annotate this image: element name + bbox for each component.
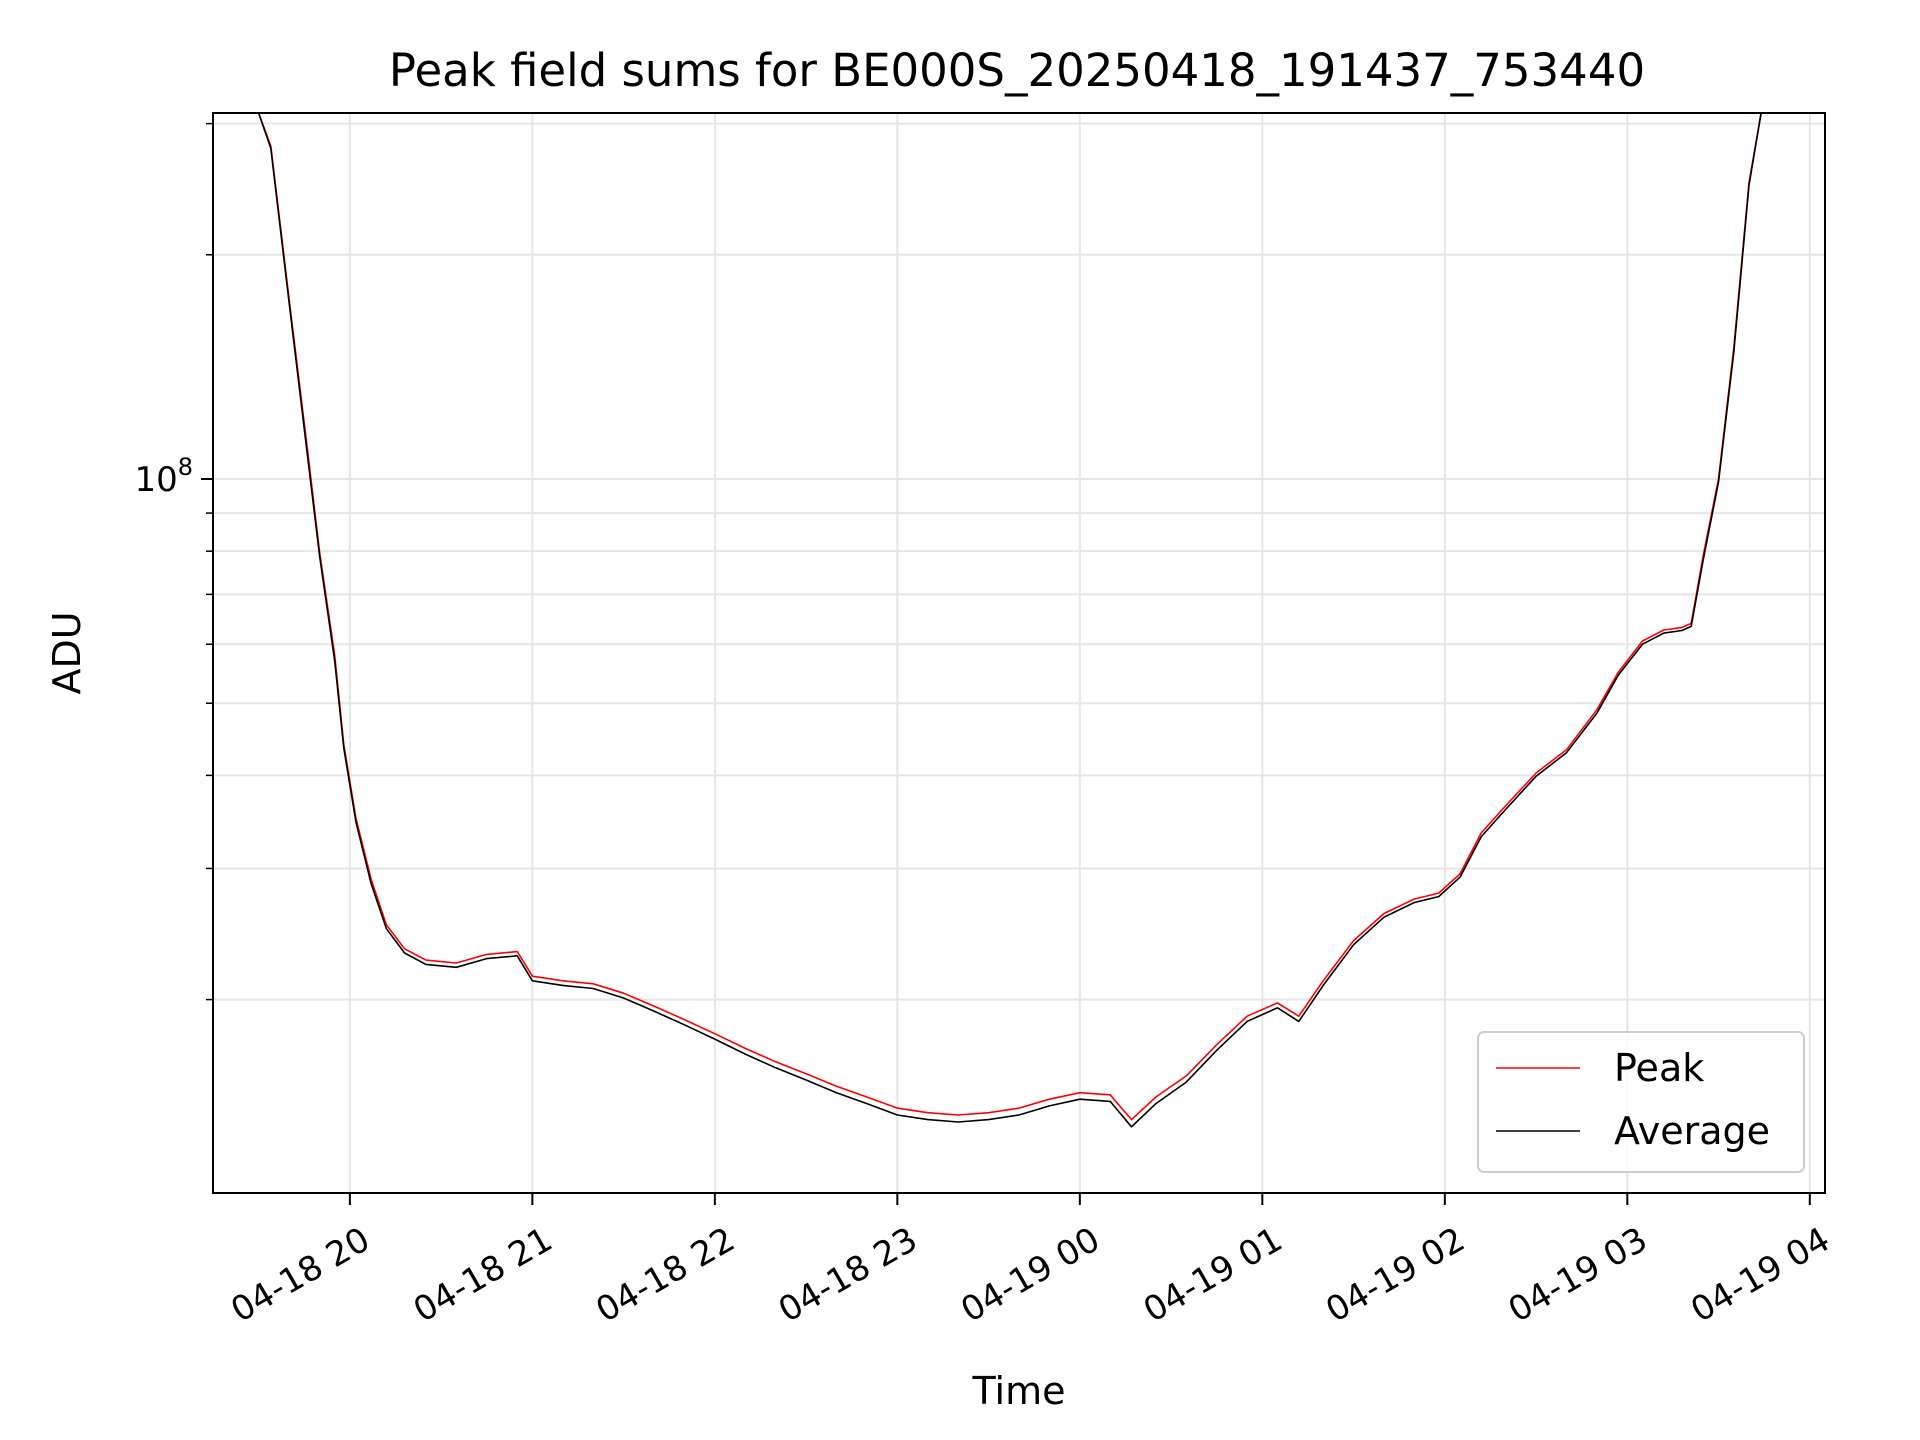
chart-title: Peak field sums for BE000S_20250418_1914… [389, 44, 1645, 97]
legend-box [1477, 1031, 1805, 1173]
y-axis: 108 [134, 122, 213, 1001]
x-axis-label: Time [972, 1369, 1066, 1413]
legend-label-peak: Peak [1614, 1046, 1704, 1090]
grid [213, 113, 1825, 1193]
y-axis-label: ADU [45, 611, 89, 694]
series-layer [249, 112, 1774, 1128]
legend-label-average: Average [1614, 1109, 1770, 1153]
legend: Peak Average [1477, 1031, 1805, 1173]
series-line-average [249, 112, 1774, 1128]
y-tick-label: 108 [134, 453, 193, 500]
plot-frame [212, 112, 1826, 1194]
series-line-peak [249, 112, 1774, 1121]
